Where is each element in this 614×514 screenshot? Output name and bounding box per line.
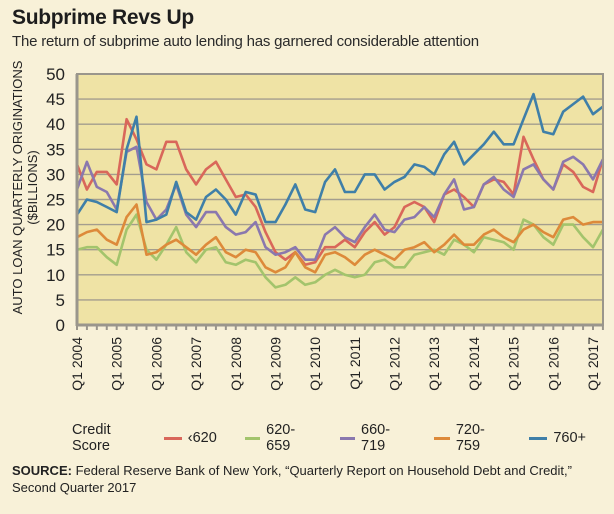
series-line-660719 bbox=[75, 145, 605, 262]
x-axis-ticks: Q1 2004 Q1 2005 Q1 2006 Q1 2007 Q1 2008 Q1 20… bbox=[69, 325, 604, 391]
source-note: SOURCE: Federal Reserve Bank of New York… bbox=[12, 462, 602, 496]
x-tick-label: Q1 2006 bbox=[148, 337, 164, 391]
x-tick-label: Q1 2010 bbox=[307, 337, 323, 391]
series-line-720759 bbox=[76, 203, 603, 274]
y-tick-label: 5 bbox=[56, 291, 65, 310]
legend-label-lt620: ‹620 bbox=[187, 430, 217, 446]
y-tick-label: 15 bbox=[46, 241, 65, 260]
chart-title: Subprime Revs Up bbox=[12, 6, 194, 29]
y-tick-label: 40 bbox=[46, 115, 65, 134]
legend-label-620-659: 620-659 bbox=[266, 422, 296, 454]
y-tick-label: 20 bbox=[46, 216, 65, 235]
y-axis-ticks: 0 5 10 15 20 25 30 35 40 45 50 bbox=[46, 65, 65, 335]
y-axis-label-line: AUTO LOAN QUARTERLY ORIGINATIONS bbox=[10, 60, 25, 314]
source-label: SOURCE: bbox=[12, 463, 72, 478]
legend-swatch-720-759 bbox=[434, 436, 450, 440]
series-line-620 bbox=[75, 117, 605, 267]
x-tick-label: Q1 2016 bbox=[545, 337, 561, 391]
x-tick-label: Q1 2012 bbox=[387, 337, 403, 391]
legend-item-lt620: ‹620 bbox=[163, 430, 217, 446]
x-tick-label: Q1 2007 bbox=[188, 337, 204, 391]
y-axis-label-line: ($BILLIONS) bbox=[25, 150, 40, 224]
x-tick-label: Q1 2008 bbox=[228, 337, 244, 391]
legend-item-660-719: 660-719 bbox=[339, 422, 407, 454]
x-tick-label: Q1 2014 bbox=[466, 337, 482, 391]
legend-item-760-plus: 760+ bbox=[529, 430, 586, 446]
series-lines bbox=[75, 92, 605, 289]
y-tick-label: 30 bbox=[46, 165, 65, 184]
legend-label-660-719: 660-719 bbox=[361, 422, 391, 454]
x-tick-label: Q1 2013 bbox=[426, 337, 442, 391]
legend-item-620-659: 620-659 bbox=[244, 422, 312, 454]
chart-subtitle: The return of subprime auto lending has … bbox=[12, 33, 479, 50]
series-line-760-plus bbox=[75, 92, 604, 224]
source-text: Federal Reserve Bank of New York, “Quart… bbox=[12, 463, 572, 495]
y-tick-label: 45 bbox=[46, 90, 65, 109]
x-tick-label: Q1 2009 bbox=[267, 337, 283, 391]
plot-frame bbox=[75, 73, 604, 327]
legend-title: Credit Score bbox=[72, 422, 111, 454]
y-tick-label: 35 bbox=[46, 140, 65, 159]
legend-label-720-759: 720-759 bbox=[455, 422, 485, 454]
x-tick-label: Q1 2015 bbox=[506, 337, 522, 391]
y-tick-label: 0 bbox=[56, 316, 65, 335]
x-tick-label: Q1 2017 bbox=[585, 337, 601, 391]
legend: Credit Score ‹620 620-659 660-719 720-75… bbox=[72, 422, 614, 454]
x-tick-label: Q1 2004 bbox=[69, 337, 85, 391]
legend-swatch-760-plus bbox=[529, 436, 548, 440]
x-tick-label: Q1 2005 bbox=[109, 337, 125, 391]
y-axis-label: AUTO LOAN QUARTERLY ORIGINATIONS ($BILLIO… bbox=[10, 60, 40, 314]
legend-swatch-lt620 bbox=[163, 436, 182, 440]
y-tick-label: 50 bbox=[46, 65, 65, 84]
legend-swatch-620-659 bbox=[244, 436, 261, 440]
legend-swatch-660-719 bbox=[339, 436, 356, 440]
y-tick-label: 10 bbox=[46, 266, 65, 285]
y-tick-label: 25 bbox=[46, 191, 65, 210]
x-tick-label: Q1 2011 bbox=[347, 337, 363, 390]
legend-label-760-plus: 760+ bbox=[553, 430, 586, 446]
legend-item-720-759: 720-759 bbox=[434, 422, 501, 454]
